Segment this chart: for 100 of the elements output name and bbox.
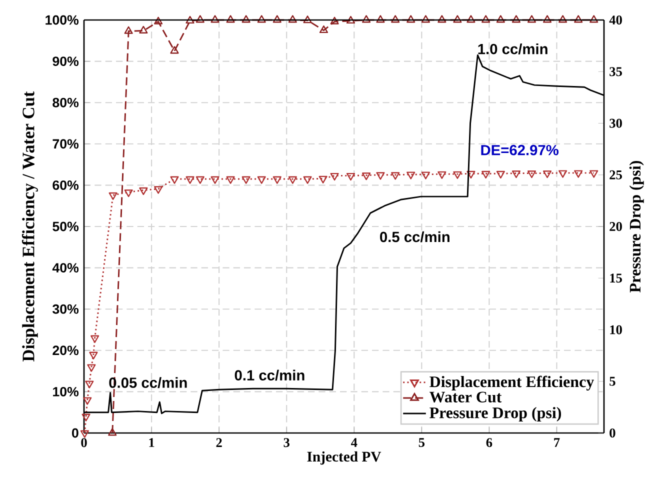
point xyxy=(558,15,568,23)
point xyxy=(242,176,250,184)
y-tick-label: 70% xyxy=(52,139,79,149)
point xyxy=(170,46,179,54)
point xyxy=(170,176,179,184)
point xyxy=(482,15,490,23)
point xyxy=(288,15,297,23)
point xyxy=(527,15,536,23)
point xyxy=(108,192,118,200)
y-tick-label: 80% xyxy=(52,98,79,108)
point xyxy=(590,15,598,23)
point xyxy=(376,15,385,23)
x-tick-label: 3 xyxy=(284,438,290,448)
point xyxy=(154,16,163,24)
point xyxy=(196,176,204,184)
x-tick-label: 2 xyxy=(216,438,222,447)
y-tick-label: 60% xyxy=(52,180,79,190)
point xyxy=(512,170,520,178)
legend-label: Displacement Efficiency xyxy=(430,376,594,390)
point xyxy=(319,25,328,34)
point xyxy=(512,15,520,23)
point xyxy=(406,172,416,180)
y2-tick-label: 10 xyxy=(610,325,622,334)
point xyxy=(124,189,133,198)
y-tick-label: 30% xyxy=(52,304,79,314)
point xyxy=(330,16,339,24)
point xyxy=(453,171,462,179)
y-tick-label: 40% xyxy=(52,263,79,273)
point xyxy=(303,176,312,184)
point xyxy=(438,15,446,23)
y2-tick-label: 20 xyxy=(610,222,622,231)
y-tick-label: 10% xyxy=(53,386,79,396)
y-axis-title: Displacement Efficiency / Water Cut xyxy=(22,91,38,362)
point xyxy=(376,172,385,180)
point xyxy=(288,176,297,184)
x-tick-label: 5 xyxy=(418,438,425,447)
x-tick-label: 7 xyxy=(554,438,560,447)
point xyxy=(346,172,356,181)
annotation: 1.0 cc/min xyxy=(478,43,548,54)
point xyxy=(196,15,204,23)
point xyxy=(496,15,505,23)
point xyxy=(186,16,194,24)
y-tick-label: 50% xyxy=(52,222,79,232)
y-tick-label: 0 xyxy=(72,428,78,438)
point xyxy=(318,176,328,184)
point xyxy=(590,170,598,178)
point xyxy=(226,176,235,184)
point xyxy=(242,15,250,23)
point xyxy=(362,172,371,180)
y2-tick-label: 5 xyxy=(610,376,616,386)
y-tick-label: 90% xyxy=(52,56,79,66)
point xyxy=(406,15,416,23)
y2-tick-label: 0 xyxy=(610,428,616,438)
point xyxy=(124,26,133,34)
point xyxy=(482,170,490,179)
point xyxy=(542,15,552,23)
annotation: 0.1 cc/min xyxy=(234,370,304,381)
point xyxy=(527,170,536,178)
annotation: DE=62.97% xyxy=(481,144,559,156)
point xyxy=(210,15,220,23)
x-tick-label: 0 xyxy=(81,438,87,448)
point xyxy=(558,170,568,178)
legend-label: Water Cut xyxy=(430,392,502,403)
point xyxy=(226,15,235,23)
point xyxy=(496,170,505,179)
point xyxy=(154,186,163,194)
point xyxy=(391,172,400,180)
annotation: 0.05 cc/min xyxy=(109,377,187,388)
point xyxy=(438,171,446,179)
x-tick-label: 4 xyxy=(350,438,358,447)
point xyxy=(421,15,430,23)
point xyxy=(466,15,476,23)
point xyxy=(257,15,266,23)
point xyxy=(421,172,430,180)
y2-tick-label: 35 xyxy=(610,67,622,76)
point xyxy=(346,16,356,24)
point xyxy=(391,15,400,23)
annotation: 0.5 cc/min xyxy=(380,231,450,242)
point xyxy=(139,187,148,196)
point xyxy=(453,15,462,23)
point xyxy=(574,170,583,178)
point xyxy=(272,15,282,23)
y2-tick-label: 25 xyxy=(610,170,622,180)
point xyxy=(466,170,476,179)
x-tick-label: 6 xyxy=(486,438,492,448)
y-tick-label: 20% xyxy=(52,346,79,356)
point xyxy=(139,26,148,34)
y-tick-label: 100% xyxy=(46,15,79,25)
point xyxy=(186,176,194,184)
point xyxy=(210,176,220,184)
y2-axis-title: Pressure Drop (psi) xyxy=(629,161,644,292)
point xyxy=(542,170,552,178)
y2-tick-label: 40 xyxy=(609,16,622,24)
point xyxy=(272,176,282,184)
x-axis-title: Injected PV xyxy=(307,451,382,465)
legend-label: Pressure Drop (psi) xyxy=(430,406,562,422)
x-tick-label: 1 xyxy=(149,438,154,447)
point xyxy=(257,176,266,184)
point xyxy=(574,15,583,23)
y2-tick-label: 15 xyxy=(610,274,622,283)
